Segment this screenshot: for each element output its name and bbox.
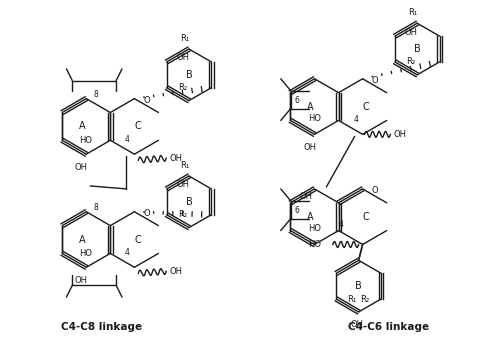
Text: R₁: R₁ [180,33,190,43]
Text: OH: OH [394,130,407,139]
Text: A: A [307,101,314,111]
Text: HO: HO [308,240,321,249]
Text: R₂: R₂ [178,83,187,92]
Text: O: O [372,76,378,85]
Text: C: C [362,101,369,111]
Text: OH: OH [176,180,189,189]
Text: R₁: R₁ [408,8,418,17]
Text: HO: HO [80,249,92,258]
Text: OH: OH [176,53,189,62]
Text: 6: 6 [294,206,299,215]
Text: 4: 4 [125,135,130,144]
Text: C4-C6 linkage: C4-C6 linkage [348,322,430,332]
Text: B: B [356,281,362,291]
Text: 6: 6 [294,96,299,105]
Text: OH: OH [300,192,313,201]
Text: R₁: R₁ [180,161,190,169]
Text: R₁: R₁ [348,294,357,304]
Text: C4-C8 linkage: C4-C8 linkage [60,322,142,332]
Text: B: B [414,44,420,54]
Text: A: A [79,121,86,131]
Text: B: B [186,70,192,80]
Text: O: O [143,209,150,218]
Text: C: C [134,121,141,131]
Text: O: O [143,96,150,105]
Text: OH: OH [350,320,363,329]
Text: 8: 8 [94,90,98,99]
Text: 8: 8 [94,203,98,212]
Text: R₂: R₂ [360,294,370,304]
Text: OH: OH [303,143,316,152]
Text: R₂: R₂ [178,210,187,219]
Text: HO: HO [80,136,92,145]
Text: OH: OH [170,267,182,276]
Text: 4: 4 [353,115,358,124]
Text: A: A [307,212,314,222]
Text: C: C [362,212,369,222]
Text: OH: OH [75,276,88,285]
Text: OH: OH [404,28,417,37]
Text: 4: 4 [338,220,343,229]
Text: HO: HO [308,114,320,123]
Text: O: O [372,187,378,195]
Text: C: C [134,235,141,245]
Text: HO: HO [308,224,320,233]
Text: OH: OH [170,154,182,163]
Text: 4: 4 [125,248,130,257]
Text: R₂: R₂ [406,57,415,67]
Text: B: B [186,197,192,207]
Text: A: A [79,235,86,245]
Text: OH: OH [75,163,88,172]
